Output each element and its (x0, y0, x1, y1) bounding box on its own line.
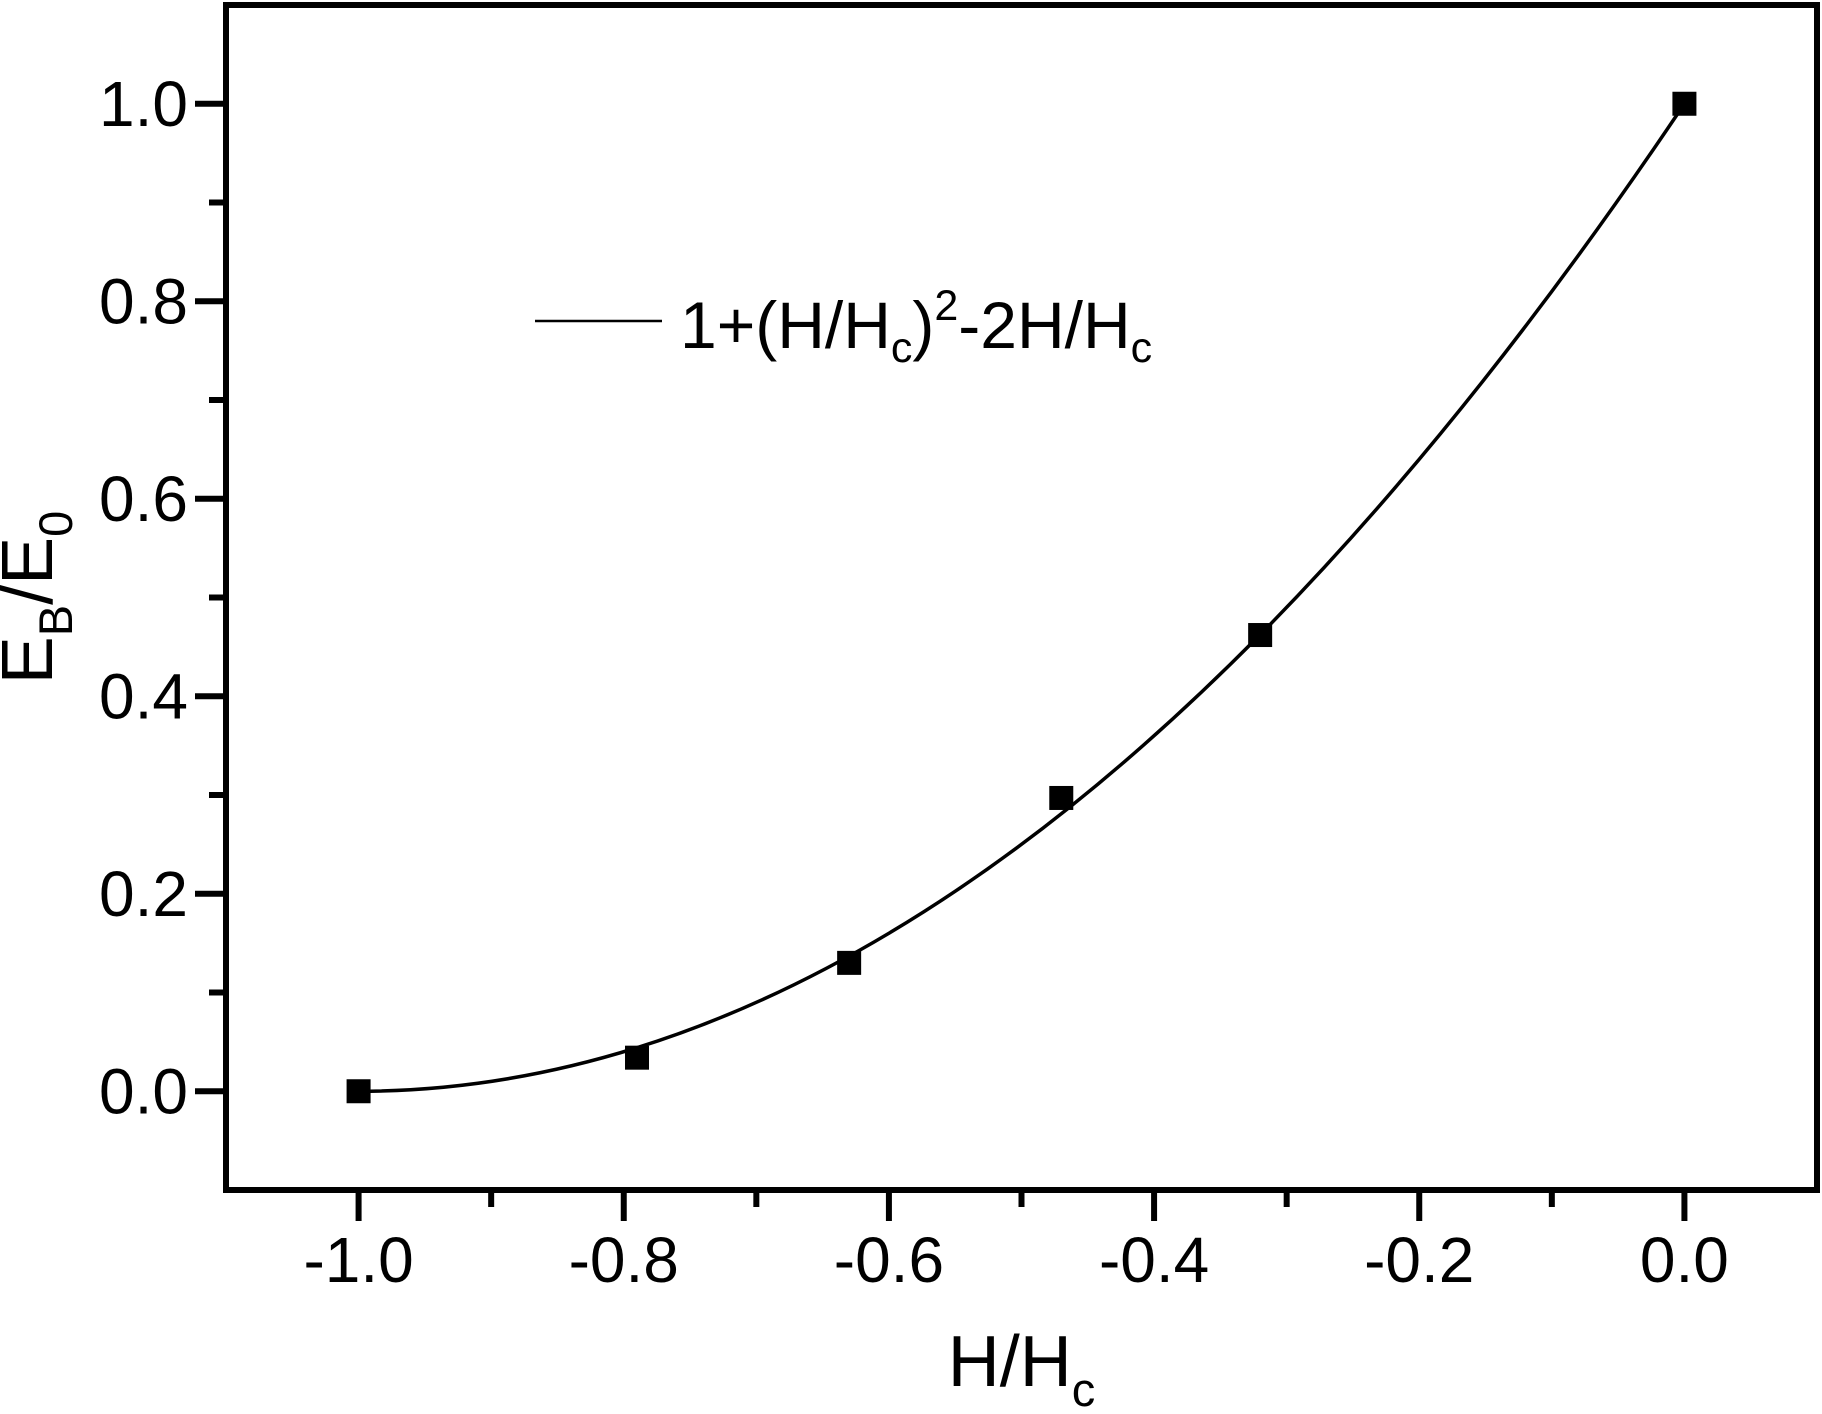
data-points (346, 91, 1697, 1104)
x-tick-label: -1.0 (303, 1224, 413, 1296)
x-tick-label: -0.4 (1099, 1224, 1209, 1296)
legend: 1+(H/Hc)2-2H/Hc (535, 282, 1152, 372)
data-point-marker (1672, 91, 1697, 116)
x-tick-label: -0.6 (834, 1224, 944, 1296)
x-tick-label: 0.0 (1640, 1224, 1729, 1296)
x-axis-title: H/Hc (948, 1322, 1096, 1414)
y-axis: 0.0 0.2 0.4 0.6 0.8 1.0 (99, 68, 226, 1127)
data-point-marker (837, 950, 862, 975)
y-tick-label: 1.0 (99, 68, 188, 140)
y-tick-label: 0.6 (99, 463, 188, 535)
y-tick-label: 0.8 (99, 265, 188, 337)
y-axis-title: EB/E0 (0, 511, 82, 685)
x-axis: -1.0 -0.8 -0.6 -0.4 -0.2 0.0 (303, 1190, 1729, 1296)
y-tick-label: 0.4 (99, 660, 188, 732)
model-curve (358, 102, 1686, 1093)
data-point-marker (1049, 785, 1074, 810)
y-tick-label: 0.0 (99, 1055, 188, 1127)
legend-label: 1+(H/Hc)2-2H/Hc (680, 282, 1152, 372)
data-point-marker (1248, 623, 1273, 648)
data-point-marker (625, 1045, 650, 1070)
y-axis-title-group: EB/E0 (0, 511, 82, 685)
x-tick-label: -0.8 (569, 1224, 679, 1296)
data-point-marker (346, 1079, 371, 1104)
x-tick-label: -0.2 (1364, 1224, 1474, 1296)
y-tick-label: 0.2 (99, 858, 188, 930)
plot-frame (223, 2, 1820, 1193)
